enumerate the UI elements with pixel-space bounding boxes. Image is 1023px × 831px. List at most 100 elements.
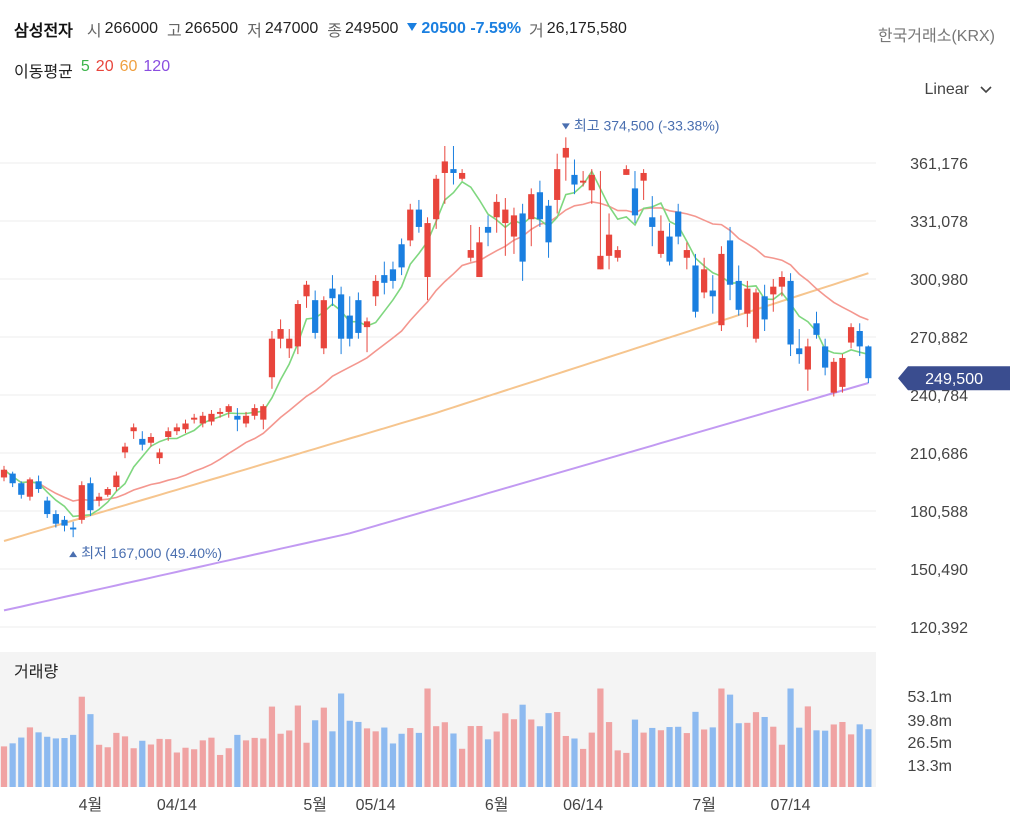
candle[interactable]	[312, 300, 319, 333]
candle[interactable]	[433, 178, 440, 220]
candle[interactable]	[70, 527, 77, 530]
candle[interactable]	[476, 242, 483, 278]
candle[interactable]	[519, 213, 526, 262]
candle[interactable]	[614, 250, 621, 258]
candle[interactable]	[35, 481, 42, 490]
candle[interactable]	[588, 174, 595, 191]
candle[interactable]	[744, 288, 751, 314]
candle[interactable]	[26, 479, 34, 497]
candle[interactable]	[458, 172, 466, 179]
candle[interactable]	[813, 323, 820, 335]
candle[interactable]	[562, 147, 569, 158]
candle[interactable]	[666, 236, 673, 262]
candle[interactable]	[640, 172, 647, 181]
candle[interactable]	[804, 346, 811, 370]
candle[interactable]	[104, 489, 111, 495]
candle[interactable]	[822, 346, 829, 368]
candle[interactable]	[208, 413, 215, 422]
candle[interactable]	[735, 280, 742, 310]
candle[interactable]	[139, 438, 146, 445]
candle[interactable]	[260, 406, 267, 420]
candle[interactable]	[242, 415, 250, 424]
candle[interactable]	[225, 406, 232, 412]
candle[interactable]	[268, 338, 276, 378]
candle[interactable]	[787, 280, 794, 345]
candle[interactable]	[778, 277, 786, 287]
candle[interactable]	[87, 483, 94, 511]
candle[interactable]	[363, 321, 371, 328]
candle[interactable]	[277, 329, 284, 339]
candle[interactable]	[61, 519, 68, 526]
candle[interactable]	[597, 255, 604, 270]
candle[interactable]	[450, 169, 457, 173]
candle[interactable]	[165, 431, 172, 437]
candle[interactable]	[718, 253, 725, 326]
candle[interactable]	[398, 244, 405, 268]
candle[interactable]	[675, 211, 682, 237]
candle[interactable]	[355, 300, 362, 333]
candle[interactable]	[830, 361, 837, 393]
candle[interactable]	[424, 223, 431, 278]
candle[interactable]	[631, 188, 639, 216]
candle[interactable]	[692, 265, 699, 312]
candle[interactable]	[78, 485, 85, 520]
candle[interactable]	[415, 209, 423, 227]
candle[interactable]	[554, 169, 561, 200]
candle[interactable]	[9, 473, 16, 484]
candle[interactable]	[649, 217, 656, 227]
candle[interactable]	[173, 427, 180, 432]
candle[interactable]	[467, 250, 474, 258]
scale-select[interactable]: Linear	[925, 81, 993, 99]
candle[interactable]	[493, 201, 500, 218]
candle[interactable]	[502, 209, 509, 224]
candle[interactable]	[286, 338, 293, 349]
candle[interactable]	[113, 475, 120, 488]
candle[interactable]	[44, 500, 51, 515]
candle[interactable]	[303, 284, 310, 297]
candle[interactable]	[839, 357, 846, 387]
candle[interactable]	[709, 290, 716, 297]
candle[interactable]	[156, 452, 163, 459]
candle[interactable]	[147, 436, 155, 443]
candle[interactable]	[294, 304, 301, 347]
candle[interactable]	[605, 234, 613, 256]
candle[interactable]	[536, 192, 544, 220]
candle[interactable]	[381, 275, 388, 283]
candle[interactable]	[407, 209, 414, 241]
candle[interactable]	[199, 415, 206, 424]
candle[interactable]	[528, 194, 535, 220]
candle[interactable]	[761, 296, 768, 320]
candle[interactable]	[683, 250, 690, 258]
candle[interactable]	[510, 215, 518, 237]
candle[interactable]	[337, 294, 345, 339]
candle[interactable]	[580, 180, 587, 183]
candle[interactable]	[752, 292, 760, 339]
candle[interactable]	[18, 483, 25, 495]
candle[interactable]	[234, 415, 241, 420]
candle[interactable]	[251, 408, 258, 416]
candle[interactable]	[216, 411, 224, 414]
candle[interactable]	[441, 161, 448, 173]
candle[interactable]	[372, 280, 379, 297]
candle[interactable]	[623, 169, 630, 175]
candle[interactable]	[856, 330, 863, 347]
candle[interactable]	[130, 427, 137, 432]
candle[interactable]	[571, 174, 578, 185]
candle[interactable]	[121, 446, 129, 453]
candle[interactable]	[0, 469, 8, 478]
candle[interactable]	[346, 315, 353, 339]
candle[interactable]	[726, 240, 734, 285]
candle[interactable]	[770, 286, 777, 295]
candle[interactable]	[657, 230, 665, 254]
candle[interactable]	[52, 514, 59, 524]
candle[interactable]	[796, 348, 803, 355]
candle[interactable]	[191, 417, 198, 420]
candle[interactable]	[329, 288, 336, 299]
candle[interactable]	[545, 205, 552, 243]
candle[interactable]	[847, 327, 855, 343]
candle[interactable]	[320, 300, 327, 349]
candle[interactable]	[484, 226, 492, 233]
candle[interactable]	[865, 346, 872, 379]
candle[interactable]	[95, 496, 103, 501]
